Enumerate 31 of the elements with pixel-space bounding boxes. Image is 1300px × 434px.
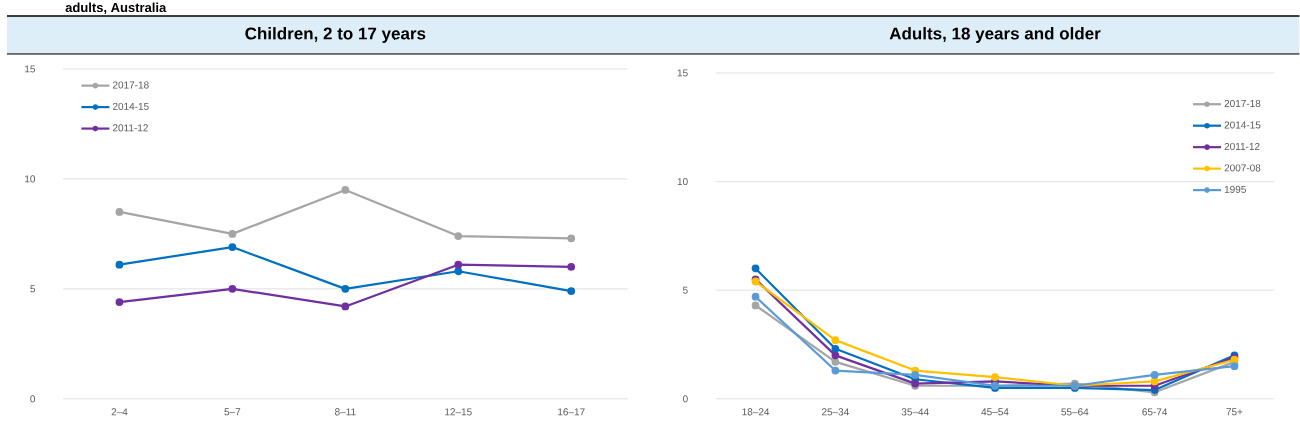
x-tick-label: 8–11 (335, 408, 356, 416)
chart-title: Children, 2 to 17 years (245, 27, 426, 44)
x-tick-label: 16–17 (558, 408, 585, 416)
legend-label: 2014-15 (1224, 121, 1261, 129)
x-tick-label: 45–54 (981, 408, 1009, 416)
x-tick-label: 65-74 (1142, 408, 1168, 416)
x-tick-label: 12–15 (445, 408, 472, 416)
legend-label: 2011-12 (1224, 143, 1260, 151)
legend-label: 2011-12 (112, 124, 148, 132)
x-tick-label: 5–7 (224, 408, 241, 416)
y-tick-label: 5 (682, 286, 688, 294)
y-tick-label: 10 (677, 178, 688, 186)
x-tick-label: 35–44 (901, 408, 929, 416)
x-tick-label: 25–34 (821, 408, 849, 416)
y-tick-label: 5 (30, 285, 36, 293)
legend-label: 2017-18 (112, 81, 149, 89)
x-tick-label: 2–4 (111, 408, 128, 416)
x-tick-label: 18–24 (742, 408, 770, 416)
y-tick-label: 15 (25, 65, 36, 73)
legend-label: 2017-18 (1224, 100, 1261, 108)
chart-title: Adults, 18 years and older (889, 27, 1101, 44)
x-tick-label: 55–64 (1061, 408, 1089, 416)
legend-label: 1995 (1224, 185, 1246, 194)
y-tick-label: 10 (25, 175, 36, 183)
y-tick-label: 15 (677, 69, 688, 77)
legend-label: 2014-15 (112, 102, 149, 111)
text: adults, Australia (65, 2, 167, 15)
y-tick-label: 0 (30, 395, 36, 403)
legend-label: 2007-08 (1224, 164, 1261, 172)
x-tick-label: 75+ (1226, 408, 1243, 416)
y-tick-label: 0 (682, 395, 688, 403)
